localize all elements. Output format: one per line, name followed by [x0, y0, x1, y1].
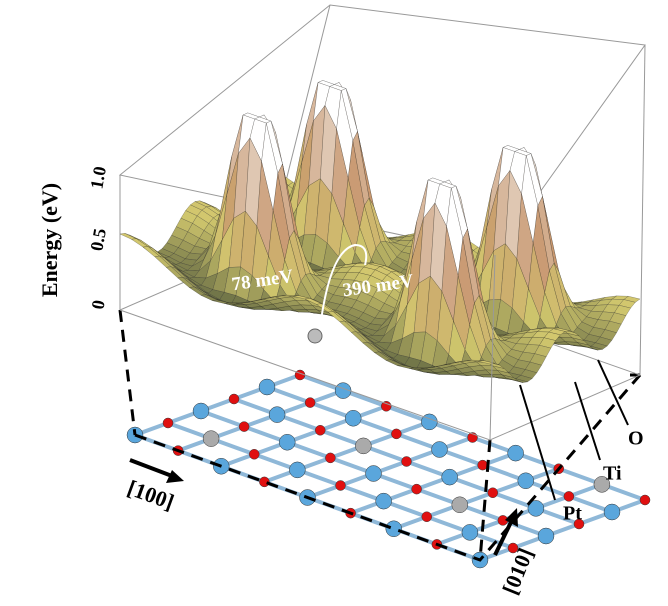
o-atom — [249, 449, 259, 459]
atom-label: Ti — [603, 463, 622, 485]
ti-atom — [289, 462, 305, 478]
o-atom — [422, 512, 432, 522]
ti-atom — [269, 407, 285, 423]
ti-atom — [508, 445, 524, 461]
atom-label: Pt — [563, 503, 582, 525]
lattice — [127, 370, 650, 568]
ti-atom — [279, 434, 295, 450]
figure: 78 meV 390 meV Energy (eV) 0 0.5 1.0 Pt … — [0, 0, 668, 606]
ti-atom — [518, 473, 534, 489]
pt-atom — [203, 431, 219, 447]
tick-label: 0 — [88, 299, 109, 311]
hop-arrow — [280, 317, 305, 332]
ti-atom — [462, 524, 478, 540]
tick-label: 1.0 — [86, 165, 110, 191]
ti-atom — [193, 403, 209, 419]
tick-label: 0.5 — [86, 227, 110, 253]
axis-label: Energy (eV) — [37, 183, 62, 297]
pt-atom — [452, 497, 468, 513]
pt-adatom — [308, 329, 322, 343]
o-atom — [229, 394, 239, 404]
ti-atom — [604, 504, 620, 520]
direction-arrow — [130, 460, 172, 476]
o-atom — [412, 484, 422, 494]
o-atom — [305, 398, 315, 408]
o-atom — [564, 491, 574, 501]
drop-line — [120, 310, 135, 435]
ti-atom — [432, 442, 448, 458]
atom-label: O — [628, 428, 644, 450]
o-atom — [488, 488, 498, 498]
o-atom — [315, 425, 325, 435]
pt-atom — [355, 438, 371, 454]
ti-atom — [366, 466, 382, 482]
box-edge — [640, 45, 645, 375]
o-atom — [163, 418, 173, 428]
ti-atom — [442, 469, 458, 485]
ti-atom — [345, 410, 361, 426]
o-atom — [640, 495, 650, 505]
ti-atom — [376, 493, 392, 509]
ti-atom — [259, 379, 275, 395]
o-atom — [391, 429, 401, 439]
o-atom — [336, 481, 346, 491]
drop-line — [480, 440, 490, 560]
surface-patch — [120, 233, 136, 239]
o-atom — [239, 422, 249, 432]
ti-atom — [386, 521, 402, 537]
ti-atom — [538, 528, 554, 544]
o-atom — [325, 453, 335, 463]
o-atom — [402, 457, 412, 467]
